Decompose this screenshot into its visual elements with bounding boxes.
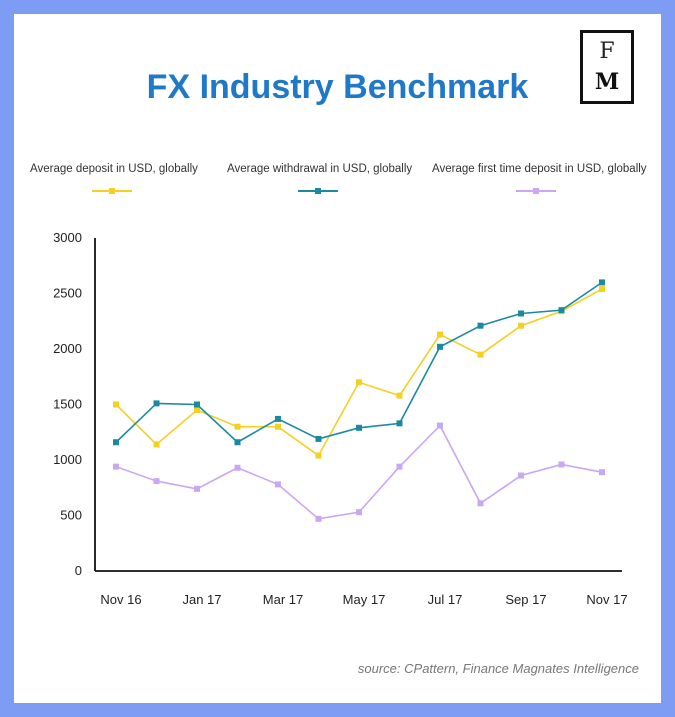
- legend-label-withdrawal: Average withdrawal in USD, globally: [227, 163, 413, 175]
- legend-marker-series-0: [109, 188, 115, 194]
- data-point-series-2: [437, 422, 443, 429]
- data-point-series-0: [315, 452, 322, 459]
- data-point-series-1: [477, 322, 484, 329]
- y-tick-label: 3000: [53, 230, 82, 245]
- x-tick-label: Mar 17: [263, 592, 303, 607]
- y-tick-label: 1500: [53, 397, 82, 412]
- chart-card: [14, 14, 661, 703]
- legend-label-deposit: Average deposit in USD, globally: [30, 163, 198, 175]
- data-point-series-2: [518, 472, 524, 479]
- data-point-series-1: [275, 415, 281, 422]
- x-tick-label: Jul 17: [428, 592, 463, 607]
- data-point-series-0: [599, 286, 605, 293]
- data-point-series-1: [113, 439, 119, 446]
- data-point-series-1: [356, 424, 362, 431]
- fm-logo: F M: [580, 30, 634, 104]
- data-point-series-2: [315, 515, 322, 522]
- data-point-series-2: [113, 463, 119, 470]
- data-point-series-1: [396, 420, 403, 427]
- data-point-series-0: [356, 379, 362, 386]
- data-point-series-1: [194, 401, 200, 408]
- y-tick-label: 1000: [53, 452, 82, 467]
- data-point-series-2: [194, 485, 200, 492]
- data-point-series-1: [437, 343, 443, 350]
- y-tick-label: 500: [60, 508, 82, 523]
- data-point-series-2: [558, 461, 565, 468]
- series-line-1: [115, 281, 603, 444]
- data-point-series-2: [396, 463, 403, 470]
- legend-label-first-deposit: Average first time deposit in USD, globa…: [432, 163, 647, 175]
- x-tick-label: Nov 16: [100, 592, 141, 607]
- data-point-series-1: [234, 439, 241, 446]
- chart-title: FX Industry Benchmark: [146, 68, 529, 106]
- data-point-series-0: [113, 401, 119, 408]
- legend-marker-series-2: [533, 188, 539, 194]
- data-point-series-0: [437, 331, 443, 338]
- logo-letter-m: M: [594, 69, 620, 95]
- x-tick-label: May 17: [343, 592, 386, 607]
- data-point-series-1: [153, 400, 160, 407]
- x-tick-label: Nov 17: [586, 592, 627, 607]
- data-point-series-2: [599, 469, 605, 476]
- data-point-series-0: [396, 392, 403, 399]
- data-point-series-0: [194, 407, 200, 414]
- y-tick-label: 2500: [53, 286, 82, 301]
- x-tick-label: Jan 17: [182, 592, 221, 607]
- data-point-series-2: [234, 464, 241, 471]
- data-point-series-2: [477, 500, 484, 507]
- data-point-series-2: [153, 478, 160, 485]
- data-point-series-0: [518, 322, 524, 329]
- data-point-series-0: [275, 423, 281, 430]
- x-tick-label: Sep 17: [505, 592, 546, 607]
- data-point-series-1: [518, 310, 524, 317]
- source-note: source: CPattern, Finance Magnates Intel…: [357, 661, 639, 676]
- data-point-series-2: [356, 509, 362, 516]
- logo-letter-f: F: [599, 39, 615, 64]
- data-point-series-1: [599, 279, 605, 286]
- data-point-series-0: [153, 441, 160, 448]
- data-point-series-2: [275, 481, 281, 488]
- series-line-2: [115, 424, 603, 520]
- legend-marker-series-1: [315, 188, 321, 194]
- data-point-series-0: [477, 351, 484, 358]
- y-tick-label: 0: [75, 563, 82, 578]
- data-point-series-1: [558, 307, 565, 314]
- data-point-series-1: [315, 435, 322, 442]
- data-point-series-0: [234, 423, 241, 430]
- y-tick-label: 2000: [53, 341, 82, 356]
